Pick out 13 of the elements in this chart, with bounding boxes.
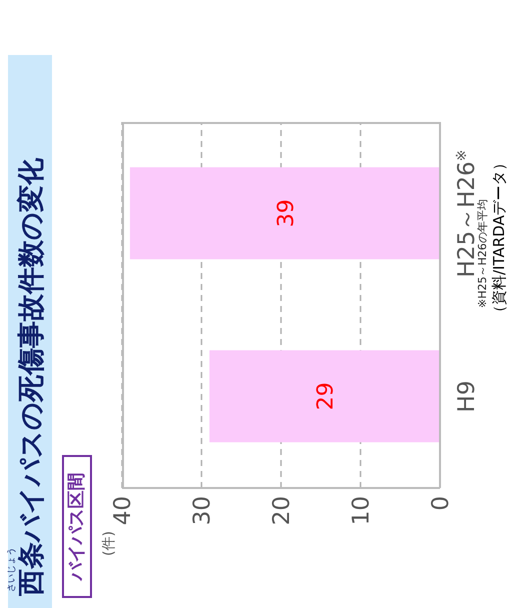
x-tick-label: 40 bbox=[110, 496, 136, 526]
text: バイパス区間 bbox=[62, 455, 92, 598]
data-label: 29 bbox=[314, 382, 339, 410]
text: さいじょう bbox=[6, 547, 18, 592]
data-label: 39 bbox=[274, 199, 299, 228]
x-tick-label: 10 bbox=[348, 496, 375, 526]
x-tick-label: 0 bbox=[428, 496, 454, 511]
x-tick-label: 20 bbox=[269, 496, 296, 526]
text: (件) bbox=[100, 531, 118, 556]
text: （資料/ITARDAデータ） bbox=[490, 155, 509, 320]
x-tick-label: 30 bbox=[190, 496, 216, 526]
y-tick-label: H9 bbox=[454, 380, 480, 412]
text: 西条バイパスの死傷事故件数の変化 bbox=[16, 158, 48, 596]
